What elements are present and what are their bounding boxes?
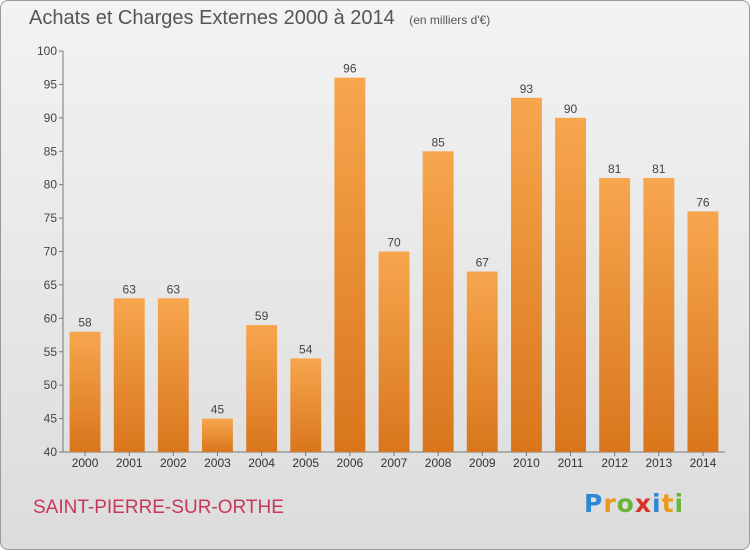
bar-value-label: 63 [167,282,181,296]
y-tick-label: 75 [44,211,58,225]
bar [643,178,675,452]
x-tick-label: 2002 [160,456,187,470]
bar [378,251,410,452]
bar-value-label: 54 [299,342,313,356]
town-name: SAINT-PIERRE-SUR-ORTHE [33,497,284,518]
x-tick-label: 2008 [425,456,452,470]
x-tick-label: 2004 [248,456,275,470]
bar-value-label: 81 [608,162,622,176]
bar [113,298,145,452]
x-tick-label: 2001 [116,456,143,470]
bar-value-label: 85 [431,135,445,149]
y-tick-label: 95 [44,77,58,91]
x-tick-label: 2011 [558,456,584,470]
bar-value-label: 90 [564,102,578,116]
bar [466,271,498,452]
bar-value-label: 81 [652,162,666,176]
x-tick-label: 2005 [292,456,319,470]
title-row: Achats et Charges Externes 2000 à 2014 (… [29,7,490,30]
y-tick-label: 90 [44,111,58,125]
bar [202,418,233,452]
x-tick-label: 2000 [72,456,99,470]
bar-value-label: 70 [387,236,401,250]
y-tick-label: 80 [44,178,58,192]
bar [511,97,542,453]
y-tick-label: 50 [44,378,58,392]
bar-value-label: 58 [78,316,92,330]
bar [69,331,101,452]
chart-unit: (en milliers d'€) [409,13,491,27]
bar [334,77,366,452]
y-tick-label: 70 [44,245,58,259]
bar [599,178,631,452]
x-tick-label: 2007 [381,456,408,470]
bar-labels: 58 63 63 45 59 54 96 70 85 67 93 90 81 81 76 [78,62,710,417]
y-tick-label: 40 [44,445,58,459]
chart-title: Achats et Charges Externes 2000 à 2014 [29,7,395,29]
bar-value-label: 96 [343,62,357,76]
bar [687,211,719,452]
x-tick-label: 2013 [645,456,672,470]
bar-value-label: 76 [696,195,710,209]
x-tick-label: 2006 [337,456,364,470]
y-tick-label: 60 [44,311,58,325]
bar [290,358,322,452]
y-tick-label: 100 [37,44,57,58]
bar-value-label: 45 [211,403,225,417]
proxiti-logo: Proxiti [584,489,685,518]
x-tick-label: 2014 [690,456,717,470]
bar [246,325,278,452]
bar [422,151,454,453]
y-tick-label: 85 [44,144,58,158]
y-tick-label: 45 [44,412,58,426]
y-tick-label: 65 [44,278,58,292]
bar-value-label: 93 [520,82,534,96]
bar-value-label: 59 [255,309,269,323]
bar-value-label: 63 [123,282,137,296]
bar-value-label: 67 [476,256,490,270]
x-tick-label: 2010 [513,456,540,470]
bar [555,117,586,453]
bars [69,77,719,453]
x-axis: 2000 2001 2002 2003 2004 2005 2006 2007 2008 2009… [63,451,725,470]
y-axis: 40 45 50 55 60 65 70 75 80 85 90 95 100 [37,44,64,459]
x-tick-label: 2012 [601,456,628,470]
x-tick-label: 2003 [204,456,231,470]
x-tick-label: 2009 [469,456,496,470]
y-tick-label: 55 [44,345,58,359]
bar [157,298,189,452]
